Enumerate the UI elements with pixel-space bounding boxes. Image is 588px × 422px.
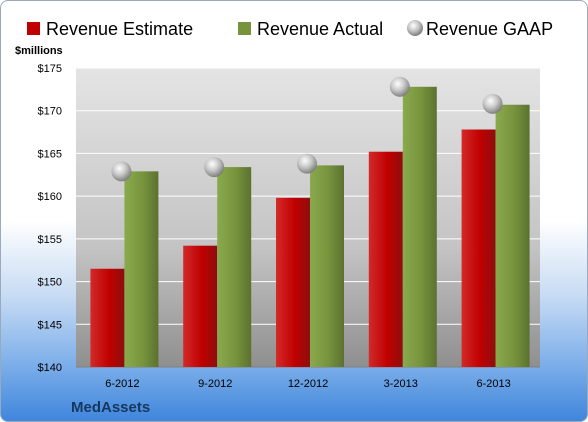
- x-tick-label: 3-2013: [384, 378, 418, 390]
- y-tick-labels: $140 $145 $150 $155 $160 $165 $170 $175: [38, 63, 62, 374]
- gaap-series: [111, 76, 503, 182]
- y-tick-label: $140: [38, 362, 62, 374]
- x-tick-labels: 6-2012 9-2012 12-2012 3-2013 6-2013: [105, 378, 510, 390]
- y-tick-label: $155: [38, 234, 62, 246]
- bar-revenue-actual: [495, 104, 530, 367]
- legend-label-estimate: Revenue Estimate: [46, 19, 193, 39]
- legend-label-gaap: Revenue GAAP: [426, 19, 553, 39]
- y-tick-label: $145: [38, 319, 62, 331]
- point-revenue-gaap: [389, 76, 410, 97]
- bar-revenue-estimate: [276, 197, 310, 367]
- y-tick-label: $170: [38, 106, 62, 118]
- point-revenue-gaap: [204, 157, 225, 178]
- legend-swatch-gaap: [407, 20, 423, 36]
- company-name: MedAssets: [71, 399, 151, 416]
- legend-swatch-estimate: [27, 22, 40, 35]
- legend: Revenue Estimate Revenue Actual Revenue …: [27, 19, 553, 39]
- x-tick-label: 6-2012: [105, 378, 139, 390]
- bar-revenue-estimate: [90, 268, 125, 367]
- bar-series: [90, 86, 530, 368]
- bar-revenue-estimate: [461, 129, 496, 367]
- bar-revenue-estimate: [368, 151, 403, 367]
- x-tick-label: 12-2012: [288, 378, 328, 390]
- y-axis-label: $millions: [15, 45, 63, 57]
- y-tick-label: $165: [38, 148, 62, 160]
- x-tick-label: 9-2012: [198, 378, 232, 390]
- legend-swatch-actual: [238, 22, 251, 35]
- point-revenue-gaap: [297, 153, 317, 174]
- bar-revenue-estimate: [183, 245, 218, 367]
- point-revenue-gaap: [111, 161, 132, 182]
- legend-label-actual: Revenue Actual: [257, 19, 383, 39]
- bar-revenue-actual: [217, 167, 252, 367]
- y-tick-label: $175: [38, 63, 62, 75]
- bar-revenue-actual: [310, 165, 344, 367]
- bar-revenue-actual: [124, 171, 159, 367]
- point-revenue-gaap: [482, 93, 503, 114]
- y-tick-label: $160: [38, 191, 62, 203]
- y-tick-label: $150: [38, 277, 62, 289]
- x-tick-label: 6-2013: [476, 378, 510, 390]
- bar-revenue-actual: [402, 86, 437, 368]
